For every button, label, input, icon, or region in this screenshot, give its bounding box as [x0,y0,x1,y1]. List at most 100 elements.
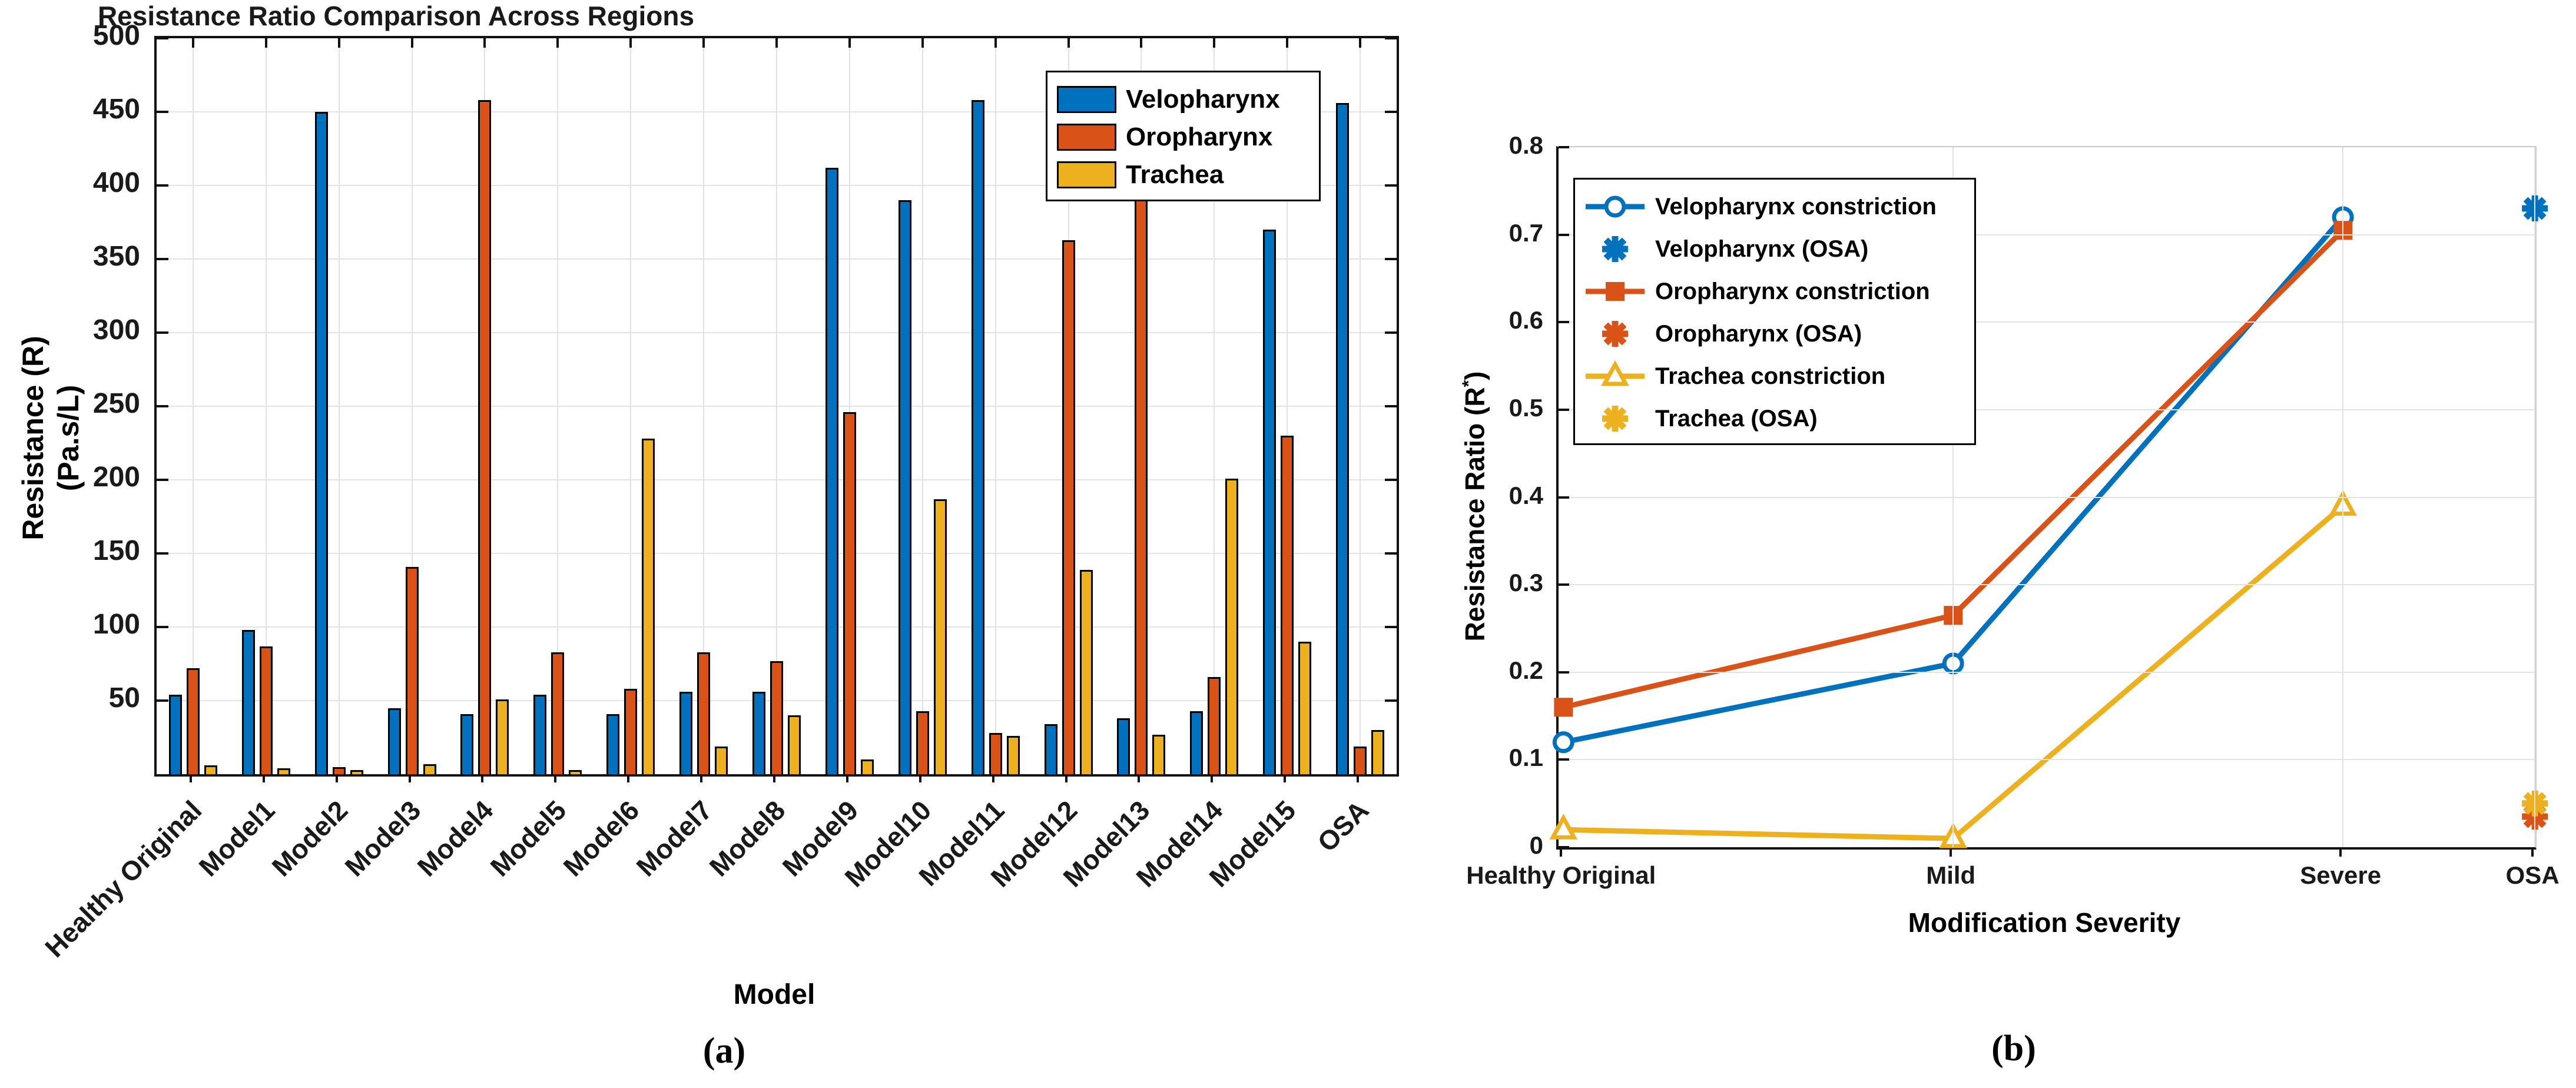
bar-trachea-healthy-original [204,765,217,774]
gridline-y-0.4 [1559,496,2535,498]
gridline-y-0.1 [1559,759,2535,761]
legend-marker-sample [1604,195,1626,218]
bar-oropharynx-model7 [697,652,711,774]
legend-a-label: Trachea [1126,160,1224,189]
legend-b-label: Velopharynx constriction [1655,193,1937,220]
panel-a-xtick-mark-top [556,38,559,48]
panel-a-ytick-mark-right [1385,405,1397,407]
panel-a-ytick-mark-left [157,258,168,260]
panel-a-ytick-mark-left [157,479,168,481]
gridline-x-severe [2342,147,2344,847]
panel-b-xtick-label: Mild [1926,861,1976,889]
panel-a-y-axis-label-line2: (Pa.s/L) [52,384,85,492]
gridline-x-7 [703,38,705,774]
legend-marker-sample [1606,282,1624,301]
panel-a-xtick-mark-top [775,38,778,48]
bar-velopharynx-model14 [1190,711,1204,774]
gridline-x-8 [776,38,777,774]
panel-a-xtick-mark-top [702,38,705,48]
panel-b-legend-item: Velopharynx (OSA) [1583,228,1974,270]
bar-oropharynx-model3 [405,566,419,774]
gridline-x-0 [192,38,194,774]
bar-oropharynx-model11 [989,733,1002,774]
panel-b-ytick-label: 0.4 [1509,481,1543,509]
panel-a-ytick-mark-right [1385,258,1397,260]
bar-velopharynx-model13 [1117,718,1130,774]
legend-marker-canvas [1602,406,1628,432]
panel-a-ytick-mark-left [157,405,168,407]
legend-swatch-oropharynx [1057,124,1116,151]
legend-b-label: Trachea (OSA) [1655,405,1818,432]
bar-trachea-model13 [1152,734,1166,774]
panel-b-ytick-label: 0.8 [1509,131,1543,159]
legend-marker-circle [1583,188,1649,225]
legend-b-label: Oropharynx (OSA) [1655,320,1862,347]
panel-b-xtick-label: Severe [2300,861,2382,889]
panel-a-ytick-label: 500 [92,20,140,51]
panel-b-ytick-mark-left [1559,408,1569,411]
legend-marker-asterisk [1583,315,1649,353]
panel-a-ytick-mark-left [157,184,168,187]
panel-b-legend-item: Oropharynx constriction [1583,270,1974,313]
bar-oropharynx-model15 [1281,436,1294,774]
bar-oropharynx-model6 [624,689,638,774]
bar-oropharynx-healthy-original [186,668,200,774]
bar-velopharynx-model15 [1263,230,1277,774]
panel-a-ytick-mark-left [157,699,168,702]
panel-a-ytick-label: 300 [92,314,140,346]
panel-b-xtick-label: Healthy Original [1466,861,1656,889]
panel-b-ytick-mark-left [1559,846,1569,848]
bar-oropharynx-model10 [916,711,929,774]
panel-a-xtick-mark-top [483,38,486,48]
panel-a-ytick-label: 200 [92,462,140,493]
bar-trachea-model11 [1006,736,1020,774]
bar-trachea-model1 [277,768,290,774]
panel-a-legend: Velopharynx Oropharynx Trachea [1046,71,1321,201]
panel-b-xtick-mark-bottom [2531,848,2534,857]
legend-swatch-trachea [1057,161,1116,188]
panel-b-ytick-label: 0.6 [1509,306,1543,334]
panel-a-ytick-label: 400 [92,167,140,198]
panel-a-xtick-mark-bottom [1065,774,1067,782]
bar-oropharynx-model9 [843,412,856,774]
panel-b-xtick-label: OSA [2505,861,2560,889]
panel-a-xtick-mark-bottom [846,774,848,782]
panel-a-ytick-mark-right [1385,552,1397,555]
legend-b-label: Oropharynx constriction [1655,278,1930,304]
bar-oropharynx-model1 [259,646,273,774]
panel-a-xtick-mark-bottom [335,774,338,782]
gridline-x-2 [338,38,340,774]
bar-velopharynx-model11 [971,100,984,774]
legend-b-label: Trachea constriction [1655,363,1886,389]
panel-a-y-axis-label-line1: Resistance (R) [16,336,49,540]
panel-a-ytick-label: 350 [92,241,140,272]
bar-oropharynx-osa [1354,746,1367,774]
gridline-y-0.5 [1559,409,2535,410]
legend-marker-sample [1602,406,1628,432]
legend-marker-sample [1602,321,1628,347]
panel-b-ytick-label: 0.3 [1509,569,1543,597]
panel-b-caption: (b) [1991,1029,2036,1069]
gridline-x-16 [1360,38,1361,774]
panel-b-plot-area: Velopharynx constriction Velopharynx (OSA… [1549,146,2548,850]
panel-a-xtick-mark-bottom [773,774,775,782]
panel-a-xtick-mark-top [1359,38,1362,48]
panel-a-ytick-mark-left [157,552,168,555]
bar-oropharynx-model12 [1062,240,1075,774]
panel-a-xtick-mark-top [1140,38,1143,48]
panel-a-xtick-mark-bottom [700,774,703,782]
gridline-x-osa [2534,147,2536,847]
gridline-x-15 [1287,38,1288,774]
gridline-x-mild [1952,147,1954,847]
bar-velopharynx-model3 [387,708,401,774]
panel-b-ytick-label: 0 [1529,831,1543,859]
panel-a-xtick-mark-top [1067,38,1070,48]
panel-a-xtick-mark-bottom [262,774,265,782]
panel-a-xtick-mark-top [191,38,194,48]
panel-b-x-axis-label: Modification Severity [1908,907,2181,938]
marker-triangle-trachea-constriction [1549,813,1578,840]
bar-trachea-model5 [569,769,582,774]
legend-marker-sample [1601,360,1629,386]
panel-a-ytick-label: 50 [108,682,140,714]
panel-a-xtick-mark-bottom [1357,774,1360,782]
